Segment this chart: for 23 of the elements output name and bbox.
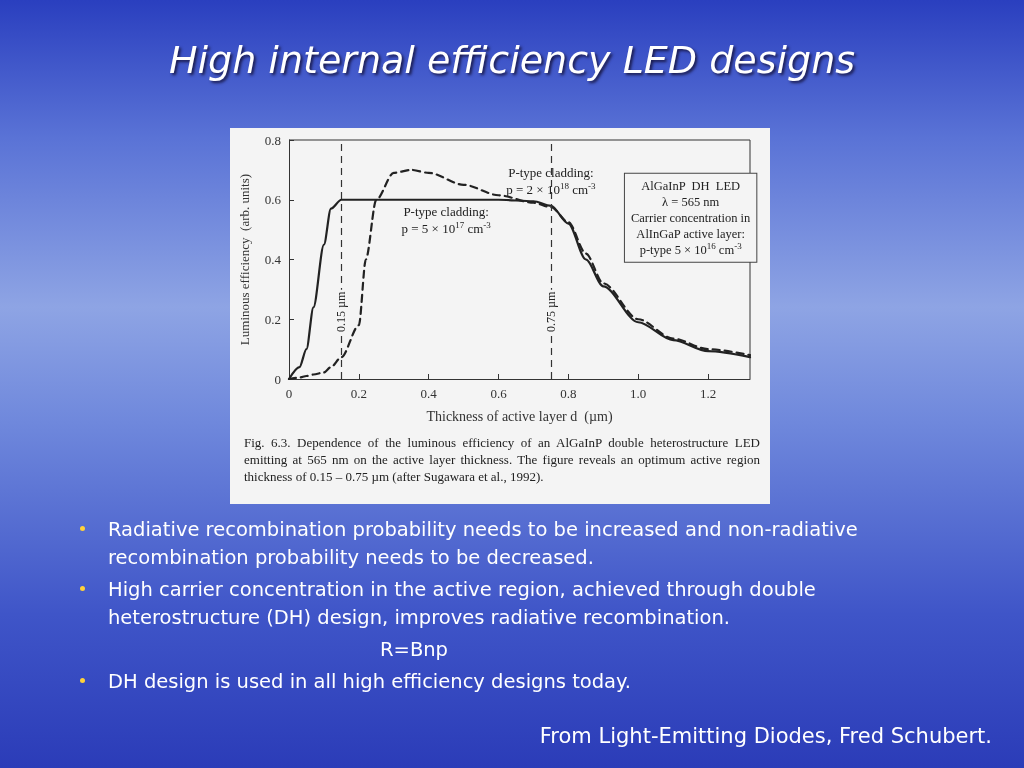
x-tick-label: 1.2 [699,386,717,401]
text: Radiative recombination probability needs to be increased and non-radiative recombination probability needs to be decreased. [107,517,859,571]
y-tick-label: 0 [274,371,281,387]
ref-line-label: 0.75 µm [543,291,558,332]
ref-line-label: 0.15 µm [334,291,349,332]
caption: Fig. 6.3. Dependence of the luminous efficiency of an AlGaInP double heterostructure LED emitting at 565 nm on the active layer thickness. The figure reveals an optimum active region thickness of 0.15 – 0.75 µm (after Sugawara et al., 1992). [244,434,760,485]
text: From Light-Emitting Diodes, Fred Schubert. [539,724,992,748]
x-tick-label: 0.8 [560,386,577,401]
y-axis-title: Luminous efficiency (arb. units) [237,173,252,346]
y-tick-label: 0.4 [264,252,282,267]
x-tick-label: 0.6 [490,386,508,401]
x-axis-title: Thickness of active layer d (µm) [426,408,613,425]
text: R=Bnp [379,637,449,663]
text: High carrier concentration in the active region, achieved through double heterostructure (DH) design, improves radiative recombination. [107,577,817,631]
x-tick-label: 0.2 [350,386,367,401]
y-tick-label: 0.8 [264,132,281,148]
chart-title: High internal efficiency LED designs [167,38,857,82]
y-tick-label: 0.6 [264,192,282,208]
y-tick-label: 0.2 [264,311,281,327]
x-tick-label: 0.4 [420,386,438,401]
text: DH design is used in all high efficiency designs today. [107,669,632,695]
x-tick-label: 1.0 [630,386,647,401]
x-tick-label: 0 [285,386,293,401]
